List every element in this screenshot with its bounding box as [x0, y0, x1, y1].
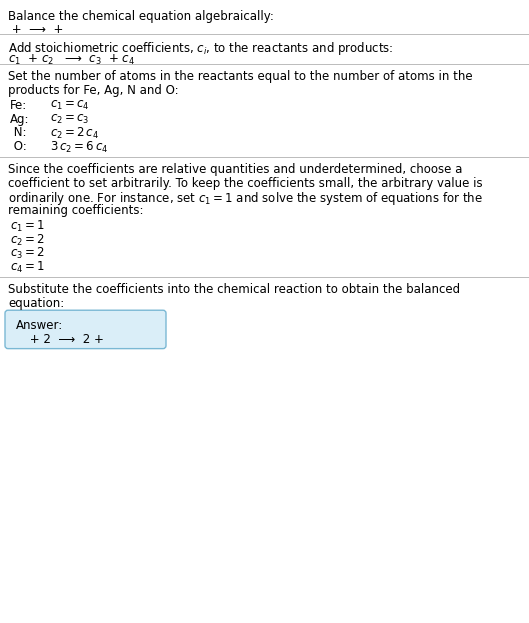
- Text: +  ⟶  +: + ⟶ +: [8, 24, 67, 37]
- Text: Answer:: Answer:: [16, 319, 63, 332]
- Text: remaining coefficients:: remaining coefficients:: [8, 204, 143, 217]
- Text: Set the number of atoms in the reactants equal to the number of atoms in the: Set the number of atoms in the reactants…: [8, 70, 472, 83]
- Text: $c_1$  + $c_2$   ⟶  $c_3$  + $c_4$: $c_1$ + $c_2$ ⟶ $c_3$ + $c_4$: [8, 53, 135, 67]
- Text: Balance the chemical equation algebraically:: Balance the chemical equation algebraica…: [8, 10, 274, 23]
- Text: Since the coefficients are relative quantities and underdetermined, choose a: Since the coefficients are relative quan…: [8, 163, 462, 176]
- Text: $c_2 = c_3$: $c_2 = c_3$: [50, 113, 89, 126]
- Text: Add stoichiometric coefficients, $c_i$, to the reactants and products:: Add stoichiometric coefficients, $c_i$, …: [8, 40, 394, 57]
- Text: Fe:: Fe:: [10, 99, 28, 112]
- Text: $c_1 = c_4$: $c_1 = c_4$: [50, 99, 90, 112]
- Text: equation:: equation:: [8, 297, 64, 310]
- Text: coefficient to set arbitrarily. To keep the coefficients small, the arbitrary va: coefficient to set arbitrarily. To keep …: [8, 177, 482, 189]
- Text: $c_3 = 2$: $c_3 = 2$: [10, 246, 45, 261]
- Text: $c_4 = 1$: $c_4 = 1$: [10, 260, 45, 275]
- Text: $c_2 = 2$: $c_2 = 2$: [10, 232, 45, 248]
- Text: ordinarily one. For instance, set $c_1 = 1$ and solve the system of equations fo: ordinarily one. For instance, set $c_1 =…: [8, 190, 483, 207]
- FancyBboxPatch shape: [5, 310, 166, 349]
- Text: $c_2 = 2\,c_4$: $c_2 = 2\,c_4$: [50, 126, 99, 141]
- Text: Substitute the coefficients into the chemical reaction to obtain the balanced: Substitute the coefficients into the che…: [8, 283, 460, 296]
- Text: $3\,c_2 = 6\,c_4$: $3\,c_2 = 6\,c_4$: [50, 140, 108, 155]
- Text: Ag:: Ag:: [10, 113, 30, 126]
- Text: + 2  ⟶  2 +: + 2 ⟶ 2 +: [26, 333, 107, 346]
- Text: $c_1 = 1$: $c_1 = 1$: [10, 219, 45, 234]
- Text: O:: O:: [10, 140, 27, 153]
- Text: N:: N:: [10, 126, 26, 139]
- Text: products for Fe, Ag, N and O:: products for Fe, Ag, N and O:: [8, 83, 179, 97]
